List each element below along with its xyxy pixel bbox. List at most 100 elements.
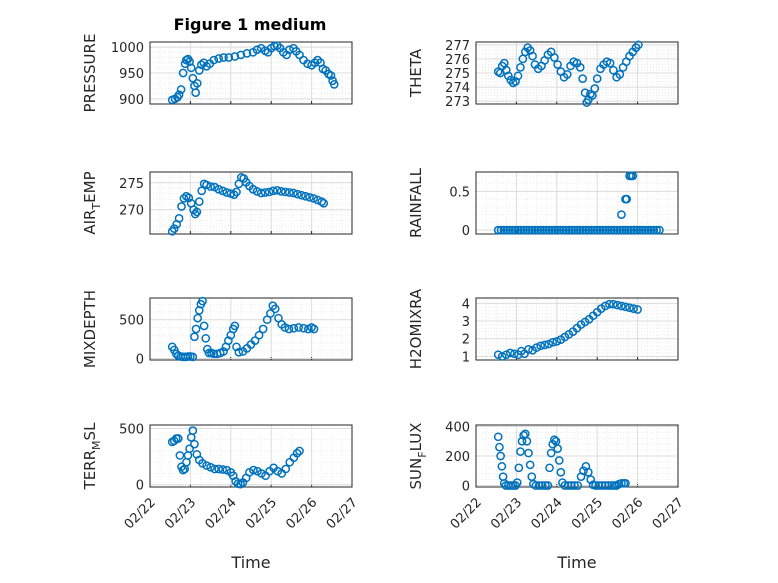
figure-title: Figure 1 medium [174, 15, 327, 34]
data-point [218, 465, 228, 474]
x-tick-label: 02/24 [203, 495, 240, 532]
data-point [502, 225, 512, 235]
data-point [179, 194, 189, 203]
data-point [201, 333, 211, 343]
data-point [617, 210, 626, 219]
data-point [309, 324, 319, 334]
data-point [178, 465, 188, 475]
data-point [652, 225, 661, 235]
data-point [590, 84, 600, 93]
axes-box [475, 41, 679, 105]
x-axis-label: Time [230, 553, 270, 572]
data-point [280, 187, 290, 197]
data-point [219, 347, 228, 356]
data-point [289, 188, 298, 198]
data-point [612, 225, 622, 235]
data-point [196, 60, 206, 70]
data-point [242, 49, 252, 58]
data-point [604, 481, 613, 490]
data-point [516, 63, 525, 72]
data-point [584, 225, 594, 235]
data-point [548, 337, 558, 347]
data-point [501, 65, 511, 75]
data-point [505, 348, 515, 358]
data-point [193, 313, 203, 323]
data-point [496, 225, 506, 235]
x-tick-label: 02/22 [122, 495, 159, 532]
y-tick-label: 900 [119, 93, 144, 108]
x-tick-label: 02/27 [650, 495, 687, 532]
data-point [573, 225, 582, 235]
y-tick-label: 500 [119, 422, 144, 437]
data-point [632, 225, 642, 235]
y-tick-label: 950 [119, 67, 144, 82]
data-point [622, 194, 632, 204]
data-point [209, 55, 219, 65]
data-point [618, 225, 628, 235]
data-point [493, 350, 503, 360]
data-point [550, 225, 560, 235]
data-point [524, 225, 534, 235]
data-point [581, 225, 591, 235]
data-point [199, 321, 209, 331]
data-point [575, 63, 585, 72]
data-point [508, 225, 517, 235]
data-point [214, 54, 224, 63]
data-point [493, 225, 503, 235]
y-tick-label: 3 [462, 315, 470, 330]
y-tick-label: 277 [445, 39, 470, 54]
data-point [496, 451, 505, 461]
data-point [527, 225, 537, 235]
data-point [522, 225, 531, 235]
data-point [171, 349, 181, 359]
data-point [252, 45, 262, 55]
data-point [234, 347, 244, 357]
data-point [188, 426, 198, 435]
data-point [638, 225, 647, 235]
data-point [297, 190, 306, 200]
data-point [573, 481, 583, 490]
data-point [524, 345, 533, 354]
panel-6: 1 2 3 4 H2OMIXRA [407, 288, 679, 369]
series-markers [167, 41, 339, 105]
axes-box [149, 171, 353, 235]
panel-5: 0 500 MIXDEPTH [81, 290, 353, 368]
y-tick-label: 276 [445, 53, 470, 68]
data-point [272, 185, 282, 195]
data-point [604, 225, 613, 235]
data-point [513, 71, 523, 81]
y-axis-label: AIRTEMP [81, 171, 103, 234]
series-markers [493, 299, 642, 361]
data-point [329, 80, 339, 89]
data-point [530, 225, 540, 235]
data-point [270, 304, 280, 314]
data-point [513, 225, 523, 235]
data-point [190, 439, 199, 449]
data-point [326, 71, 336, 80]
y-axis-label: RAINFALL [407, 167, 425, 238]
data-point [643, 225, 653, 235]
data-point [210, 464, 219, 474]
data-point [190, 209, 200, 219]
data-point [587, 225, 596, 235]
data-point [206, 462, 215, 472]
data-point [570, 225, 579, 235]
x-tick-label: 02/23 [162, 495, 199, 532]
axes-box [475, 424, 679, 488]
y-axis-label: PRESSURE [81, 34, 99, 113]
data-point [633, 305, 642, 314]
data-point [553, 444, 562, 453]
panel-3: 270 275 AIRTEMP [81, 171, 353, 236]
data-point [230, 52, 240, 61]
data-point [578, 225, 588, 235]
data-point [276, 187, 286, 196]
data-point [592, 225, 602, 235]
data-point [533, 225, 543, 235]
data-point [544, 339, 554, 349]
data-point [554, 456, 564, 465]
data-point [191, 324, 201, 334]
data-point [174, 214, 184, 223]
